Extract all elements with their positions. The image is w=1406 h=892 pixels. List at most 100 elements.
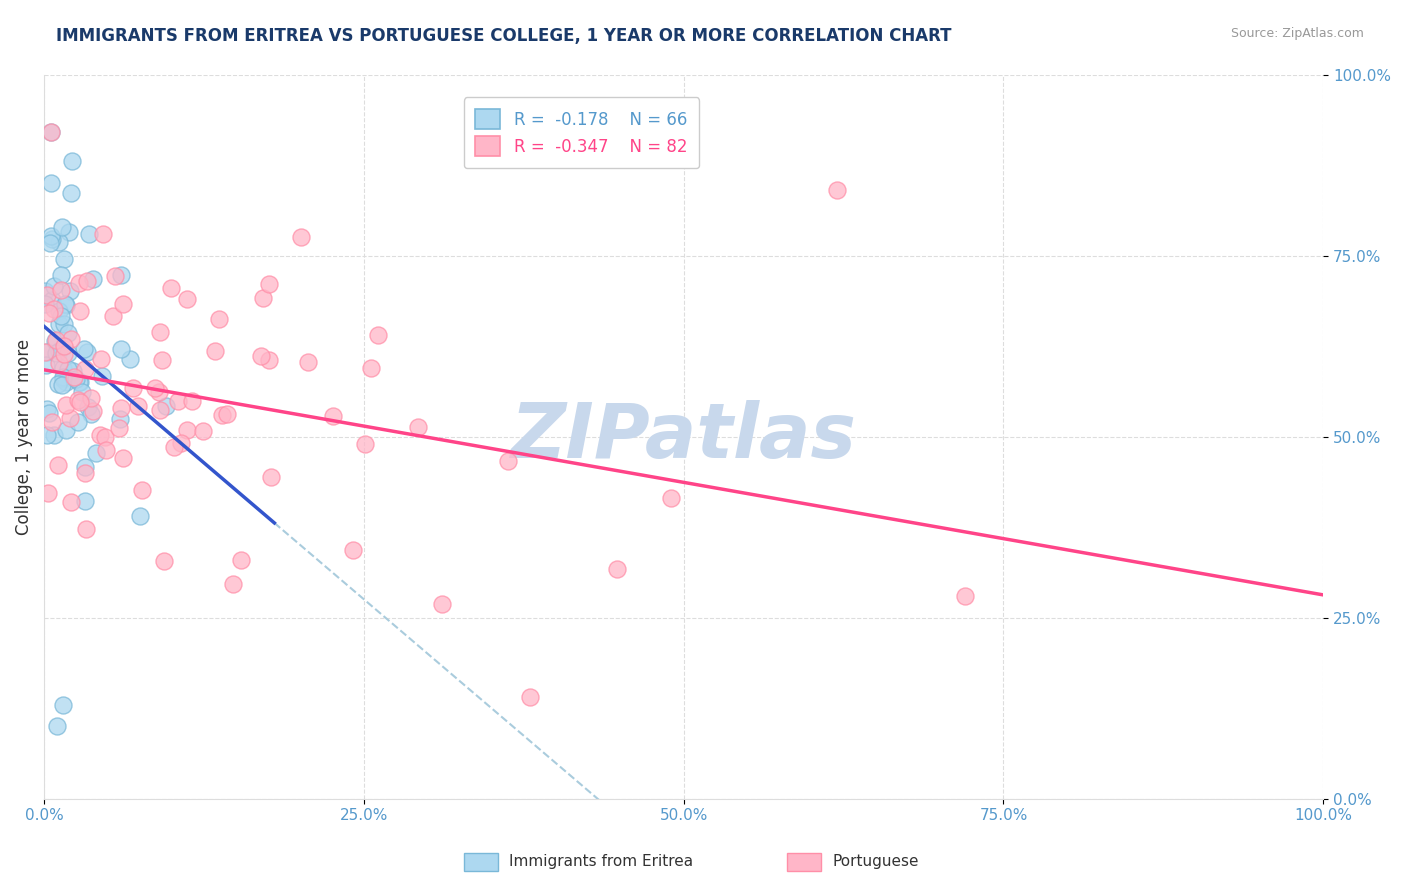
Point [69, 375, 91, 389]
Point [69, 394, 91, 409]
Point [51, 268, 73, 283]
Point [91, 227, 114, 241]
Text: IMMIGRANTS FROM ERITREA VS PORTUGUESE COLLEGE, 1 YEAR OR MORE CORRELATION CHART: IMMIGRANTS FROM ERITREA VS PORTUGUESE CO… [56, 27, 952, 45]
Point [94, 442, 117, 457]
Point [825, 183, 848, 197]
Point [48, 317, 70, 331]
Point [39, 125, 62, 139]
Point [606, 561, 628, 575]
Point [41, 231, 63, 245]
Point [118, 351, 141, 366]
Point [58, 225, 80, 239]
Point [46, 377, 69, 392]
Point [60, 332, 83, 346]
Point [160, 281, 183, 295]
Point [52, 370, 75, 384]
Point [46, 458, 69, 472]
Text: Source: ZipAtlas.com: Source: ZipAtlas.com [1230, 27, 1364, 40]
Legend: R =  -0.178    N = 66, R =  -0.347    N = 82: R = -0.178 N = 66, R = -0.347 N = 82 [464, 97, 699, 168]
Text: ZIPatlas: ZIPatlas [510, 400, 856, 474]
Point [45, 719, 67, 733]
Point [72, 342, 94, 356]
Point [56, 362, 79, 376]
Point [39, 125, 62, 139]
Point [149, 403, 172, 417]
Point [112, 296, 135, 310]
Point [53, 297, 76, 311]
Point [35, 345, 58, 359]
Point [90, 351, 112, 366]
Point [49, 283, 72, 297]
Point [208, 312, 231, 326]
Point [48, 356, 70, 370]
Point [76, 345, 98, 359]
Point [37, 486, 59, 500]
Point [217, 407, 239, 421]
Point [35, 359, 58, 373]
Text: Immigrants from Eritrea: Immigrants from Eritrea [509, 855, 693, 869]
Point [69, 276, 91, 290]
Point [55, 423, 77, 437]
Point [34, 345, 56, 359]
Point [148, 385, 170, 400]
Point [60, 186, 83, 200]
Point [953, 589, 976, 603]
Point [110, 342, 132, 356]
Point [56, 326, 79, 340]
Point [80, 407, 103, 421]
Point [73, 362, 96, 376]
Point [41, 229, 63, 244]
Point [37, 427, 59, 442]
Point [53, 252, 76, 267]
Point [35, 402, 58, 417]
Point [51, 372, 73, 386]
Point [75, 522, 97, 536]
Point [430, 597, 453, 611]
Point [73, 459, 96, 474]
Point [176, 423, 198, 437]
Point [519, 690, 541, 705]
Text: Portuguese: Portuguese [832, 855, 920, 869]
Point [55, 375, 77, 389]
Point [53, 339, 76, 353]
Point [176, 292, 198, 306]
Point [69, 375, 91, 389]
Point [257, 277, 280, 292]
Point [297, 355, 319, 369]
Point [143, 381, 166, 395]
Point [367, 327, 389, 342]
Point [149, 325, 172, 339]
Point [104, 269, 127, 284]
Point [111, 451, 134, 466]
Point [94, 430, 117, 444]
Point [55, 298, 77, 312]
Point [110, 401, 132, 415]
Point [52, 361, 75, 376]
Point [67, 415, 90, 429]
Point [322, 409, 344, 424]
Point [59, 495, 82, 509]
Point [131, 483, 153, 498]
Point [162, 441, 184, 455]
Point [59, 411, 82, 425]
Point [34, 296, 56, 310]
Point [38, 406, 60, 420]
Point [75, 466, 97, 480]
Point [122, 381, 145, 395]
Point [354, 436, 377, 450]
Point [52, 698, 75, 712]
Point [659, 491, 682, 505]
Point [360, 361, 382, 376]
Point [41, 293, 63, 308]
Point [51, 378, 73, 392]
Point [222, 577, 245, 591]
Point [77, 227, 100, 241]
Point [108, 412, 131, 426]
Point [103, 310, 125, 324]
Point [89, 427, 111, 442]
Point [45, 333, 67, 347]
Point [48, 344, 70, 359]
Y-axis label: College, 1 year or more: College, 1 year or more [15, 339, 32, 534]
Point [52, 318, 75, 332]
Point [342, 543, 364, 558]
